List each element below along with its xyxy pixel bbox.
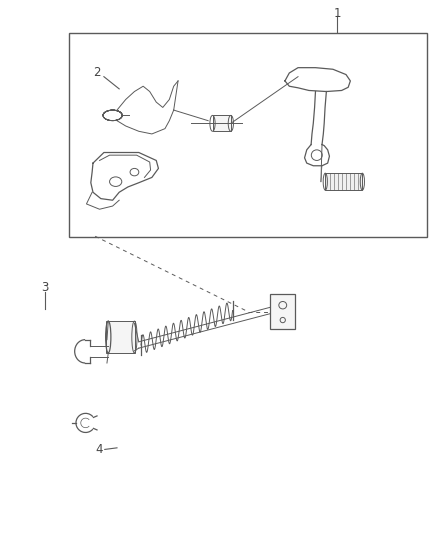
Bar [269,294,295,329]
Bar [69,33,426,237]
Bar [325,173,361,190]
Text: 3: 3 [41,281,49,294]
Bar [106,321,135,353]
Text: 1: 1 [333,6,340,20]
Text: 4: 4 [95,443,103,456]
Bar [212,115,230,131]
Text: 2: 2 [93,67,101,79]
